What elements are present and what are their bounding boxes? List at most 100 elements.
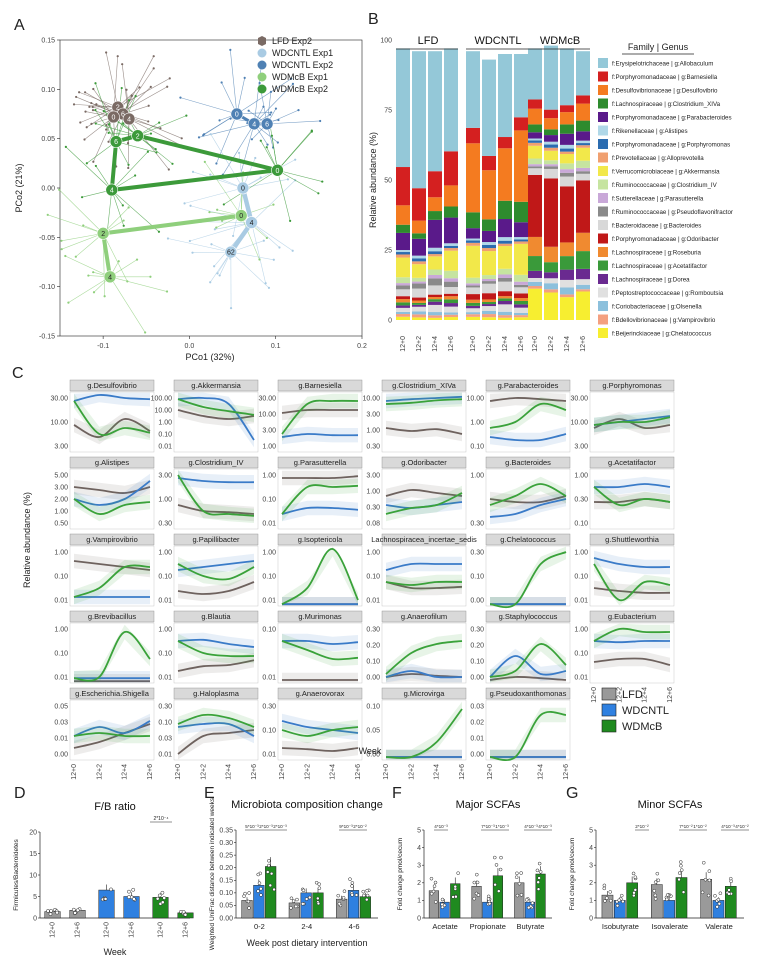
x-axis-label: Week [104, 947, 127, 957]
stacked-bar-segment [396, 305, 410, 307]
data-point [50, 909, 53, 912]
trend-ytick-label: 5.00 [54, 472, 68, 479]
pcoa-sample-point [244, 77, 246, 79]
stacked-bar-segment [498, 219, 512, 237]
stacked-bar-segment [444, 243, 458, 246]
stacked-bar-segment [396, 254, 410, 257]
data-point [680, 869, 683, 872]
stacked-bar-segment [396, 285, 410, 289]
stacked-bar-segment [560, 149, 574, 152]
y-tick-label: 0 [417, 915, 421, 922]
stacked-bar-segment [498, 301, 512, 304]
family-legend-swatch [598, 220, 608, 230]
x-tick-label: 4-6 [349, 922, 360, 931]
stacked-bar-segment [498, 241, 512, 244]
pcoa-ytick-label: -0.15 [39, 334, 55, 341]
trend-ytick-label: 0.01 [158, 751, 172, 758]
trend-xtick-label: 12+0 [71, 764, 78, 780]
stacked-bar-segment [544, 278, 558, 283]
stacked-bar-segment [560, 169, 574, 173]
pcoa-sample-point [171, 163, 173, 165]
pcoa-sample-point [214, 228, 216, 230]
pcoa-sample-point [82, 224, 84, 226]
data-point [718, 902, 721, 905]
data-point [493, 856, 496, 859]
stacked-bar-segment [528, 164, 542, 166]
trend-ytick-label: 0.01 [262, 520, 276, 527]
family-legend-label: f:Verrucomicrobiaceae | g:Akkermansia [612, 169, 720, 176]
pcoa-sample-point [259, 82, 261, 84]
stacked-bar-segment [514, 287, 528, 293]
stacked-bar-segment [428, 248, 442, 251]
stacked-bar-segment [466, 128, 480, 143]
stacked-bar-segment [514, 298, 528, 301]
x-tick-label: 12+6 [129, 922, 136, 938]
family-legend-label: f:Bacteroidaceae | g:Bacteroides [612, 223, 701, 230]
data-point [294, 905, 297, 908]
data-point [500, 856, 503, 859]
pcoa-sample-point [94, 82, 96, 84]
family-legend-swatch [598, 126, 608, 136]
data-point [270, 872, 273, 875]
data-point [430, 892, 433, 895]
pcoa-sample-point [78, 91, 80, 93]
stacked-bar-label: 12+0 [470, 336, 477, 352]
stacked-bar-segment [498, 148, 512, 200]
data-point [184, 913, 187, 916]
y-tick-label: 5 [589, 827, 593, 834]
stacked-ytick-label: 0 [388, 318, 392, 325]
trend-panel: g.Escherichia.Shigella0.050.030.010.0012… [54, 688, 154, 780]
stacked-bar-segment [444, 307, 458, 313]
data-point [302, 889, 305, 892]
pcoa-sample-point [144, 331, 146, 333]
data-point [362, 890, 365, 893]
stat-label: 4*10⁻³ [538, 824, 552, 829]
stacked-bar-segment [544, 164, 558, 166]
pcoa-sample-point [297, 109, 299, 111]
trend-title: g.Akkermansia [191, 381, 241, 390]
stacked-bar-segment [560, 105, 574, 112]
stacked-bar-segment [514, 317, 528, 320]
x-axis-label: Week post dietary intervention [247, 938, 368, 948]
trend-ytick-label: 0.10 [366, 658, 380, 665]
trend-ytick-label: 0.30 [158, 520, 172, 527]
stat-label: 4*10⁻³ [524, 824, 538, 829]
trend-ytick-label: 1.00 [158, 549, 172, 556]
stacked-bar-segment [412, 301, 426, 303]
pcoa-sample-point [127, 164, 129, 166]
trend-title: g.Eubacterium [608, 612, 656, 621]
trend-ytick-label: 0.03 [158, 735, 172, 742]
trend-ytick-label: 0.01 [574, 674, 588, 681]
fb-ratio-chart: F/B ratio20151050Firmicutes/Bacteroidete… [13, 801, 193, 957]
data-point [132, 888, 135, 891]
stacked-bar-segment [482, 317, 496, 320]
pcoa-centroid-label: 0 [112, 115, 116, 122]
stacked-bar-segment [428, 285, 442, 294]
data-point [633, 891, 636, 894]
stacked-bar-segment [514, 275, 528, 282]
stacked-bar-segment [428, 302, 442, 305]
stacked-bar-segment [544, 247, 558, 262]
stacked-bar-segment [396, 302, 410, 305]
stacked-ylabel: Relative abundance (%) [368, 132, 378, 228]
stacked-bar-segment [560, 280, 574, 288]
trend-ytick-label: 0.30 [470, 626, 484, 633]
stacked-bar-segment [560, 154, 574, 163]
stacked-bar-segment [514, 285, 528, 287]
data-point [621, 900, 624, 903]
stat-label: 4*10⁻³ [434, 824, 448, 829]
trend-xtick-label: 12+0 [487, 764, 494, 780]
family-legend-swatch [598, 139, 608, 149]
pcoa-sample-point [67, 302, 69, 304]
pcoa-sample-point [121, 87, 123, 89]
data-point [727, 892, 730, 895]
x-tick-label: 12+6 [183, 922, 190, 938]
pcoa-sample-point [150, 132, 152, 134]
stacked-bar-segment [444, 246, 458, 248]
